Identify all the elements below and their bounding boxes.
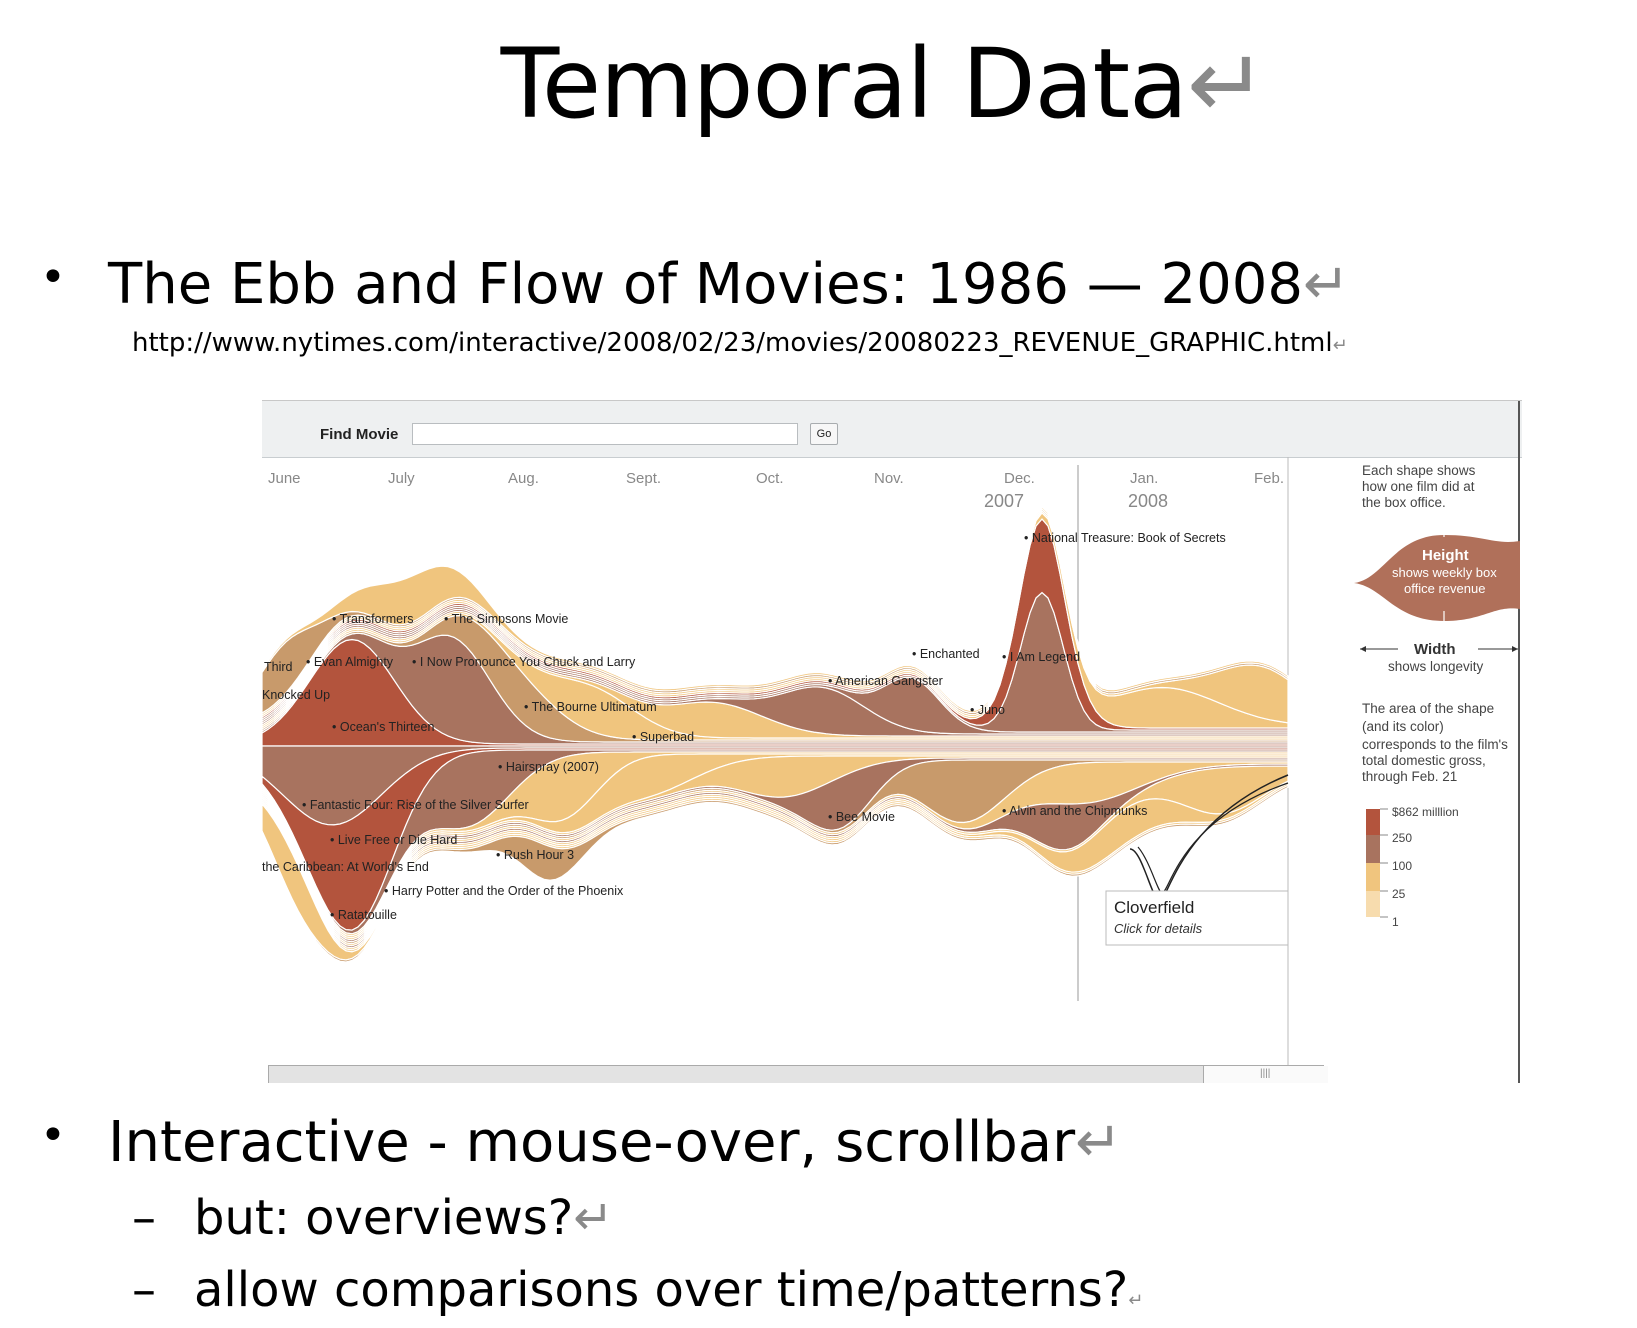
movie-label: • Bee Movie — [828, 810, 895, 824]
movie-label: • I Now Pronounce You Chuck and Larry — [412, 655, 636, 669]
legend-area-line: total domestic gross, — [1362, 753, 1486, 768]
source-url: http://www.nytimes.com/interactive/2008/… — [132, 328, 1348, 358]
movie-label: • Live Free or Die Hard — [330, 833, 457, 847]
legend-height-desc: office revenue — [1404, 581, 1486, 596]
movie-label: the Caribbean: At World's End — [262, 860, 429, 874]
timeline-scrollbar[interactable]: |||| — [268, 1065, 1328, 1083]
width-arrow-icon — [1360, 646, 1518, 652]
legend-area-line: The area of the shape — [1362, 701, 1495, 716]
bullet-icon: • — [40, 1110, 66, 1161]
month-axis: June July Aug. Sept. Oct. Nov. Dec. Jan.… — [268, 457, 1289, 1083]
movie-label: • Transformers — [332, 612, 413, 626]
movie-graphic-screenshot: Find Movie Go June July Aug. Sept. Oct. … — [262, 400, 1522, 1083]
scrollbar-thumb[interactable]: |||| — [1203, 1066, 1328, 1083]
bullet-icon: • — [40, 252, 66, 303]
search-toolbar: Find Movie Go — [262, 401, 1522, 458]
find-movie-input[interactable] — [412, 423, 798, 445]
movie-label: • Ocean's Thirteen — [332, 720, 434, 734]
legend-height-title: Height — [1422, 547, 1469, 564]
tooltip[interactable]: Cloverfield Click for details — [1105, 890, 1289, 946]
go-button[interactable]: Go — [810, 423, 838, 445]
movie-label: • Juno — [970, 703, 1005, 717]
movie-label: • Alvin and the Chipmunks — [1002, 804, 1147, 818]
month-label: Aug. — [508, 470, 539, 487]
cloverfield-stream-outline — [1137, 782, 1289, 894]
year-label: 2007 — [984, 491, 1024, 511]
month-label: July — [388, 470, 415, 487]
month-label: Dec. — [1004, 470, 1035, 487]
legend-intro-line: how one film did at — [1362, 479, 1475, 494]
movie-label: • Rush Hour 3 — [496, 848, 574, 862]
legend-area-line: through Feb. 21 — [1362, 769, 1458, 784]
sub-bullet-2: – allow comparisons over time/patterns?↵ — [132, 1262, 1144, 1318]
movie-streams — [262, 505, 1289, 963]
scale-tick-label: $862 milllion — [1392, 805, 1459, 819]
paragraph-mark-icon: ↵ — [1128, 1290, 1144, 1311]
paragraph-mark-icon: ↵ — [573, 1190, 614, 1246]
dash-icon: – — [132, 1262, 156, 1318]
month-label: Oct. — [756, 470, 784, 487]
legend-panel: Each shape shows how one film did at the… — [1354, 401, 1522, 1083]
year-label: 2008 — [1128, 491, 1168, 511]
movie-label: • Fantastic Four: Rise of the Silver Sur… — [302, 798, 529, 812]
movie-label: Third — [264, 660, 293, 674]
streamgraph[interactable]: June July Aug. Sept. Oct. Nov. Dec. Jan.… — [262, 401, 1522, 1083]
legend-height-desc: shows weekly box — [1392, 565, 1497, 580]
scale-tick-label: 1 — [1392, 915, 1399, 929]
movie-label: • Enchanted — [912, 647, 980, 661]
scale-tick-label: 100 — [1392, 859, 1413, 873]
paragraph-mark-icon: ↵ — [1186, 28, 1267, 140]
legend-intro-line: Each shape shows — [1362, 463, 1476, 478]
scale-tick-label: 250 — [1392, 831, 1413, 845]
bullet-text: The Ebb and Flow of Movies: 1986 — 2008↵ — [108, 252, 1350, 317]
movie-label: • Hairspray (2007) — [498, 760, 599, 774]
movie-label: • Superbad — [632, 730, 694, 744]
movie-label: • Ratatouille — [330, 908, 397, 922]
panel-right-edge — [1518, 401, 1520, 1083]
movie-label: • I Am Legend — [1002, 650, 1080, 664]
sub-bullet-1: – but: overviews?↵ — [132, 1190, 614, 1246]
month-label: Sept. — [626, 470, 661, 487]
legend-intro-line: the box office. — [1362, 495, 1446, 510]
movie-label: • Harry Potter and the Order of the Phoe… — [384, 884, 624, 898]
tooltip-title: Cloverfield — [1114, 898, 1194, 917]
movie-label: Knocked Up — [262, 688, 330, 702]
month-label: Feb. — [1254, 470, 1284, 487]
movie-stream[interactable] — [262, 505, 1289, 714]
movie-labels: Third Knocked Up • Transformers • Evan Almi… — [262, 531, 1226, 922]
scale-tick-label: 25 — [1392, 887, 1406, 901]
find-movie-label: Find Movie — [320, 426, 399, 443]
paragraph-mark-icon: ↵ — [1332, 335, 1348, 356]
grip-icon: |||| — [1260, 1068, 1271, 1079]
height-shape-icon — [1354, 527, 1520, 621]
legend-area-line: corresponds to the film's — [1362, 737, 1508, 752]
paragraph-mark-icon: ↵ — [1075, 1110, 1123, 1175]
paragraph-mark-icon: ↵ — [1303, 252, 1350, 317]
movie-stream[interactable] — [262, 784, 1289, 963]
bullet-text: Interactive - mouse-over, scrollbar↵ — [108, 1110, 1123, 1175]
tooltip-hint: Click for details — [1114, 921, 1203, 936]
legend-area-line: (and its color) — [1362, 719, 1444, 734]
color-scale-bar — [1366, 808, 1388, 918]
dash-icon: – — [132, 1190, 156, 1246]
movie-label: • The Simpsons Movie — [444, 612, 568, 626]
tooltip-box — [1105, 890, 1289, 946]
movie-label: • The Bourne Ultimatum — [524, 700, 657, 714]
legend-width-title: Width — [1414, 641, 1456, 658]
month-label: Jan. — [1130, 470, 1158, 487]
slide-title: Temporal Data↵ — [500, 28, 1268, 140]
movie-label: • National Treasure: Book of Secrets — [1024, 531, 1226, 545]
legend-width-desc: shows longevity — [1388, 659, 1484, 674]
month-label: Nov. — [874, 470, 904, 487]
movie-label: • American Gangster — [828, 674, 943, 688]
month-label: June — [268, 470, 301, 487]
movie-label: • Evan Almighty — [306, 655, 394, 669]
